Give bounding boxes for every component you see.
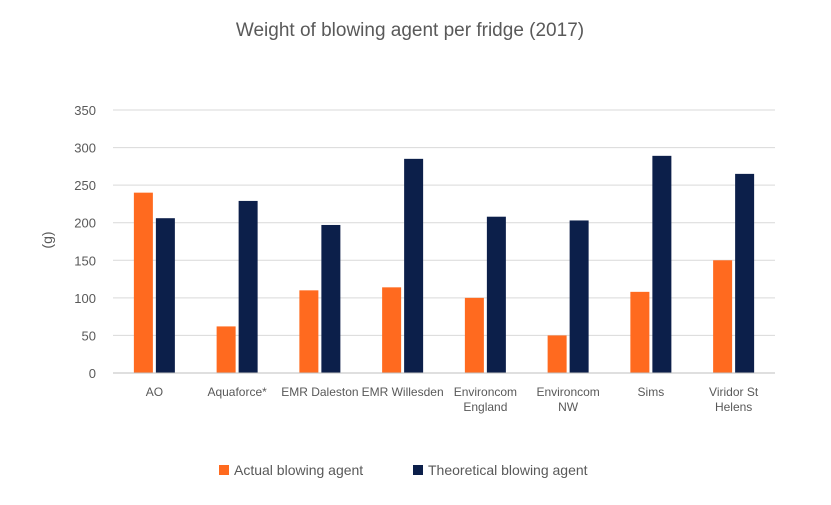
x-category-line: AO [146, 385, 163, 399]
bar-actual [630, 291, 650, 373]
bar-actual [464, 297, 484, 373]
x-category-label: Sims [638, 385, 665, 399]
x-axis-categories: AO Aquaforce* EMR Daleston EMR Willesden Env… [146, 385, 759, 414]
x-category-label: EMR Daleston [281, 385, 358, 399]
bars [133, 155, 755, 373]
bar-actual [713, 260, 733, 373]
bar-actual [216, 326, 236, 373]
x-category-line: Viridor St [709, 385, 759, 399]
x-category-line: England [463, 400, 507, 414]
y-axis-label: (g) [39, 231, 55, 248]
bar-theoretical [569, 220, 589, 373]
bar-theoretical [404, 158, 424, 373]
bar-actual [547, 335, 567, 373]
legend-swatch [219, 465, 229, 475]
y-tick-label: 0 [89, 366, 96, 381]
bar-theoretical [735, 173, 755, 373]
y-axis-ticks: 0 50 100 150 200 250 300 350 [74, 103, 96, 381]
legend: Actual blowing agent Theoretical blowing … [219, 462, 588, 478]
bar-theoretical [238, 200, 258, 373]
y-tick-label: 300 [74, 141, 96, 156]
bar-actual [382, 287, 402, 373]
bar-actual [133, 192, 153, 373]
x-category-line: Environcom [454, 385, 517, 399]
legend-label: Actual blowing agent [234, 462, 363, 478]
legend-label: Theoretical blowing agent [428, 462, 588, 478]
x-category-label: EMR Willesden [362, 385, 444, 399]
x-category-label: AO [146, 385, 163, 399]
gridlines [113, 109, 775, 336]
y-tick-label: 200 [74, 216, 96, 231]
y-tick-label: 100 [74, 291, 96, 306]
bar-theoretical [155, 218, 175, 373]
x-category-label: Aquaforce* [207, 385, 267, 399]
x-category-line: Sims [638, 385, 665, 399]
y-tick-label: 150 [74, 253, 96, 268]
x-category-label: Viridor St Helens [709, 385, 759, 414]
x-category-line: Aquaforce* [207, 385, 267, 399]
bar-theoretical [652, 155, 672, 373]
y-tick-label: 50 [82, 328, 96, 343]
y-tick-label: 250 [74, 178, 96, 193]
bar-theoretical [321, 224, 341, 373]
y-tick-label: 350 [74, 103, 96, 118]
chart-title: Weight of blowing agent per fridge (2017… [236, 20, 584, 41]
legend-swatch [413, 465, 423, 475]
x-category-label: Environcom England [454, 385, 517, 414]
bar-theoretical [486, 216, 506, 373]
x-category-line: EMR Daleston [281, 385, 358, 399]
x-category-line: Helens [715, 400, 752, 414]
x-category-line: Environcom [536, 385, 599, 399]
x-category-line: EMR Willesden [362, 385, 444, 399]
bar-actual [299, 290, 319, 373]
x-category-label: Environcom NW [536, 385, 599, 414]
x-category-line: NW [558, 400, 579, 414]
